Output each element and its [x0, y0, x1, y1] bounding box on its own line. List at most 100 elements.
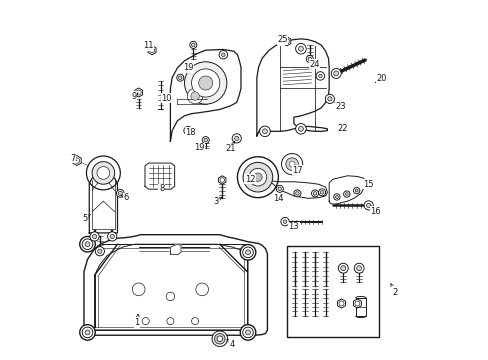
Text: 10: 10 [161, 94, 171, 103]
Circle shape [214, 333, 224, 344]
Circle shape [245, 330, 250, 335]
Circle shape [86, 156, 120, 190]
Circle shape [217, 336, 222, 342]
Circle shape [338, 263, 347, 273]
Text: 2: 2 [390, 284, 397, 297]
Text: 3: 3 [213, 197, 222, 206]
Circle shape [82, 327, 93, 338]
Circle shape [220, 178, 224, 182]
Polygon shape [337, 299, 345, 308]
Circle shape [74, 158, 80, 163]
Circle shape [240, 325, 255, 340]
Circle shape [330, 68, 341, 78]
Circle shape [305, 55, 313, 63]
Text: 6: 6 [121, 193, 129, 202]
Circle shape [85, 242, 90, 247]
Circle shape [248, 168, 266, 186]
Circle shape [295, 192, 299, 195]
Circle shape [166, 318, 174, 325]
Circle shape [166, 292, 174, 301]
Circle shape [340, 266, 345, 271]
Circle shape [116, 189, 124, 197]
Circle shape [355, 189, 357, 192]
Circle shape [183, 126, 192, 135]
Circle shape [335, 195, 338, 198]
Circle shape [184, 62, 226, 104]
Text: 15: 15 [363, 180, 373, 189]
Text: 8: 8 [159, 184, 164, 193]
Circle shape [353, 188, 359, 194]
Circle shape [203, 138, 207, 142]
Circle shape [107, 232, 117, 241]
Circle shape [295, 44, 305, 54]
Circle shape [142, 318, 149, 325]
Circle shape [149, 48, 154, 53]
Text: 24: 24 [308, 59, 319, 69]
Text: 4: 4 [226, 339, 235, 348]
Circle shape [136, 90, 141, 95]
Circle shape [221, 53, 224, 57]
Circle shape [178, 76, 182, 80]
Circle shape [242, 327, 253, 338]
Circle shape [118, 191, 122, 195]
Text: 7: 7 [71, 154, 77, 163]
Text: 18: 18 [185, 128, 196, 137]
Polygon shape [73, 156, 81, 166]
Circle shape [98, 249, 102, 253]
Circle shape [198, 76, 212, 90]
Circle shape [212, 331, 227, 347]
Circle shape [219, 50, 227, 59]
Circle shape [262, 129, 267, 134]
Polygon shape [89, 176, 117, 233]
Circle shape [237, 157, 278, 198]
Circle shape [320, 190, 323, 194]
Circle shape [295, 123, 305, 134]
Circle shape [191, 69, 219, 97]
Text: 1: 1 [134, 314, 139, 327]
Circle shape [318, 74, 322, 78]
Circle shape [281, 153, 302, 175]
Bar [355, 298, 366, 316]
Circle shape [189, 41, 197, 48]
Circle shape [187, 88, 203, 104]
Text: 11: 11 [143, 41, 153, 50]
Circle shape [232, 134, 241, 143]
Circle shape [311, 190, 318, 197]
Circle shape [80, 325, 95, 340]
Circle shape [366, 203, 370, 207]
Text: 12: 12 [244, 175, 255, 184]
Circle shape [318, 189, 325, 196]
Circle shape [80, 237, 95, 252]
Circle shape [280, 217, 289, 226]
Circle shape [325, 94, 334, 103]
Circle shape [353, 263, 364, 273]
Polygon shape [148, 46, 156, 55]
Circle shape [338, 301, 344, 306]
Circle shape [333, 71, 338, 76]
Circle shape [333, 194, 340, 200]
Polygon shape [328, 176, 365, 204]
Circle shape [240, 244, 255, 260]
Text: 5: 5 [82, 214, 90, 223]
Circle shape [191, 43, 195, 47]
Polygon shape [134, 88, 142, 97]
Circle shape [364, 201, 372, 210]
Circle shape [315, 72, 324, 80]
Circle shape [195, 283, 208, 296]
Circle shape [92, 234, 97, 239]
Text: 19: 19 [194, 143, 204, 152]
Circle shape [82, 239, 93, 249]
Circle shape [202, 136, 209, 144]
Polygon shape [84, 235, 267, 335]
Circle shape [298, 126, 303, 131]
Text: 25: 25 [277, 35, 287, 44]
Circle shape [313, 192, 316, 195]
Polygon shape [267, 178, 327, 198]
Circle shape [278, 187, 281, 190]
Text: 23: 23 [334, 102, 345, 111]
Circle shape [85, 330, 90, 335]
Circle shape [356, 266, 361, 271]
Polygon shape [170, 244, 181, 255]
Circle shape [276, 185, 283, 192]
Circle shape [285, 158, 298, 171]
